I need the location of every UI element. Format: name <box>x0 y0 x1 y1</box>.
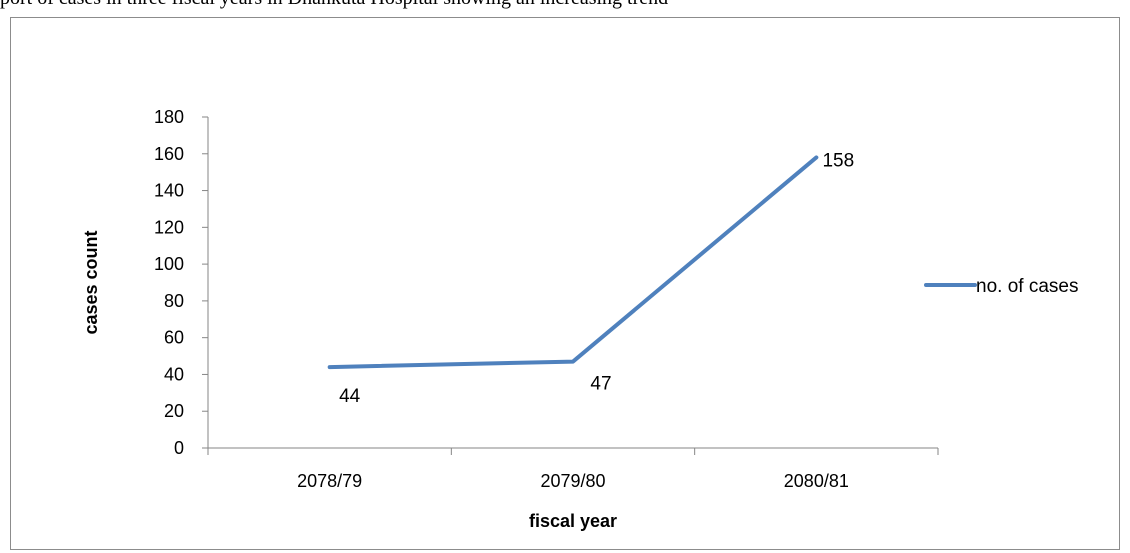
y-axis-ticks: 0 20 40 60 80 100 120 140 160 180 <box>154 107 208 458</box>
y-axis-title: cases count <box>81 230 101 334</box>
y-tick-label: 100 <box>154 254 184 274</box>
legend: no. of cases <box>924 276 1078 297</box>
y-tick-label: 40 <box>164 364 184 384</box>
y-tick-label: 160 <box>154 144 184 164</box>
x-tick-label: 2080/81 <box>784 471 849 491</box>
data-label: 44 <box>339 386 361 407</box>
x-tick-label: 2079/80 <box>540 471 605 491</box>
legend-label: no. of cases <box>976 276 1078 297</box>
y-tick-label: 20 <box>164 401 184 421</box>
y-tick-label: 140 <box>154 181 184 201</box>
y-tick-label: 80 <box>164 291 184 311</box>
y-tick-label: 180 <box>154 107 184 127</box>
y-tick-label: 60 <box>164 328 184 348</box>
series-line-no-of-cases <box>327 155 819 370</box>
caption-fragment: port of cases in three fiscal years in D… <box>0 0 1130 9</box>
data-label: 158 <box>822 150 854 171</box>
data-label: 47 <box>590 374 611 395</box>
series-layer: 44 47 158 <box>327 150 854 407</box>
y-tick-label: 120 <box>154 217 184 237</box>
x-tick-label: 2078/79 <box>297 471 362 491</box>
x-axis-ticks: 2078/79 2079/80 2080/81 <box>207 448 939 491</box>
y-tick-label: 0 <box>174 438 184 458</box>
x-axis-title: fiscal year <box>529 511 617 531</box>
